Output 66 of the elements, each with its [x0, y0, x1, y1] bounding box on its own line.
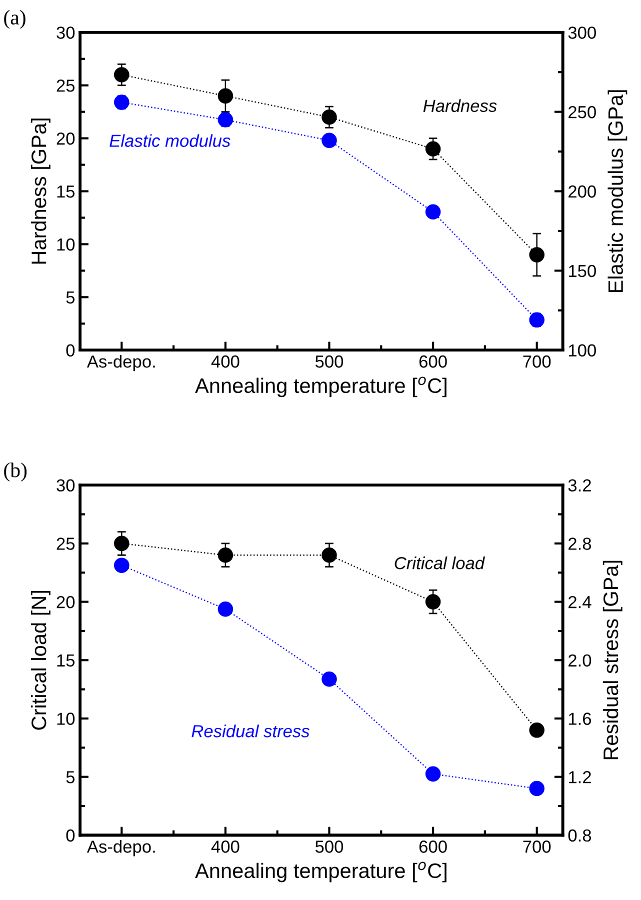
y2-tick-label: 1.6 [568, 712, 592, 725]
point [529, 247, 544, 262]
y2-axis-title: Elastic modulus [GPa] [608, 90, 628, 292]
series-label: Hardness [423, 99, 497, 112]
y2-tick-label: 2.8 [568, 538, 592, 550]
y-axis-title: Hardness [GPa] [30, 118, 50, 264]
point [114, 67, 130, 82]
y-tick-label: 15 [57, 186, 75, 198]
y2-tick-label: 1.2 [568, 771, 591, 784]
y2-tick-label: 250 [568, 106, 596, 118]
y-tick-label: 0 [66, 829, 75, 842]
x-axis-title: Annealing temperature [$^{o}$C] [195, 376, 446, 398]
point [218, 112, 234, 128]
y-tick-label: 25 [56, 80, 75, 92]
x-tick-label: 400 [211, 355, 240, 368]
x-tick-label: 700 [523, 355, 551, 368]
y2-tick-label: 0.8 [568, 829, 592, 842]
point [218, 88, 234, 104]
y-tick-label: 5 [66, 771, 75, 784]
point [322, 547, 337, 563]
x-tick-label: As-depo. [86, 354, 155, 372]
point [218, 601, 234, 617]
x-tick-label: 600 [419, 355, 447, 368]
y-tick-label: 15 [57, 654, 75, 667]
point [218, 547, 234, 563]
text: Residual stress [192, 724, 310, 738]
point [529, 722, 544, 738]
chart-title: (b) [4, 462, 27, 482]
point [529, 780, 544, 796]
point [322, 132, 337, 148]
point [425, 594, 441, 610]
y-tick-label: 10 [57, 238, 75, 251]
y-tick-label: 20 [56, 132, 75, 145]
point [322, 671, 337, 687]
y-tick-label: 10 [57, 712, 75, 725]
point [425, 141, 441, 157]
y2-tick-label: 200 [568, 185, 596, 198]
x-tick-label: 500 [315, 840, 344, 853]
series-label: Critical load [394, 556, 486, 570]
point [114, 536, 130, 552]
y2-tick-label: 150 [568, 264, 596, 278]
point [425, 766, 441, 782]
point [425, 204, 441, 220]
y-tick-label: 5 [66, 291, 75, 304]
x-tick-label: As-depo. [86, 840, 155, 856]
y2-tick-label: 2.4 [568, 596, 592, 608]
x-tick-label: 500 [315, 355, 344, 368]
y2-tick-label: 3.2 [568, 479, 591, 492]
y-tick-label: 30 [56, 26, 75, 39]
x-tick-label: 600 [419, 840, 447, 853]
y-tick-label: 0 [66, 344, 75, 357]
series-label: Elastic modulus [110, 134, 230, 147]
y-tick-label: 25 [56, 538, 75, 550]
x-tick-label: 400 [211, 840, 240, 853]
point [322, 109, 337, 125]
y2-tick-label: 2.0 [568, 654, 592, 667]
chart-title: (a) [4, 10, 26, 29]
x-tick-label: 700 [523, 840, 551, 853]
y-tick-label: 30 [56, 479, 75, 492]
y2-tick-label: 300 [568, 26, 596, 39]
y2-tick-label: 100 [568, 344, 596, 357]
point [114, 558, 130, 573]
y-tick-label: 20 [56, 596, 75, 608]
y-axis-title: Critical load [N] [30, 591, 50, 730]
y2-axis-title: Residual stress [GPa] [602, 560, 622, 760]
x-axis-title: Annealing temperature [$^{o}$C] [195, 862, 446, 882]
